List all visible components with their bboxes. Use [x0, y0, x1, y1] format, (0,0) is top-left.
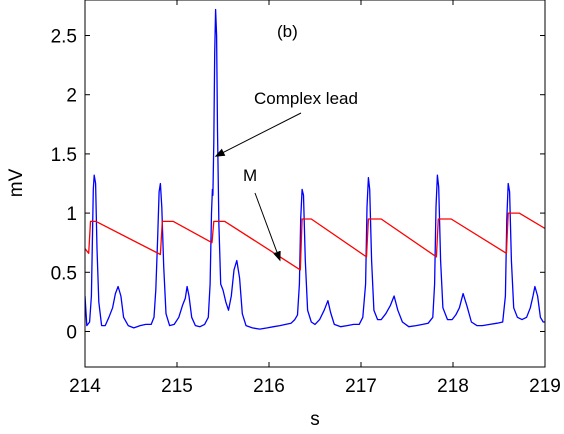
y-tick-label: 0 [66, 322, 77, 343]
x-tick-label: 218 [437, 376, 469, 397]
series-line-m [85, 212, 545, 271]
tick-layer: 214 215 216 217 218 219 0 0.5 1 1.5 2 2.5 [51, 0, 561, 397]
y-tick-label: 2 [66, 86, 77, 107]
annotation-label: M [243, 166, 257, 185]
annotation-arrow [214, 112, 302, 157]
y-tick-label: 1.5 [51, 145, 77, 166]
series-layer [85, 8, 545, 330]
annotation-label: Complex lead [254, 89, 358, 108]
x-tick-label: 217 [345, 376, 377, 397]
series-line-complex-lead [85, 8, 545, 330]
panel-label: (b) [277, 22, 298, 41]
x-tick-label: 215 [161, 376, 193, 397]
annotation-layer: Complex lead M [214, 89, 358, 262]
y-axis-label: mV [6, 168, 27, 197]
y-tick-label: 2.5 [51, 27, 77, 48]
x-axis-label: s [310, 409, 320, 430]
x-tick-label: 216 [253, 376, 285, 397]
annotation-arrow [254, 192, 281, 262]
y-tick-label: 0.5 [51, 263, 77, 284]
x-tick-label: 214 [69, 376, 101, 397]
plot-background [85, 0, 545, 367]
plot-frame [84, 0, 546, 368]
x-tick-label: 219 [529, 376, 561, 397]
y-tick-label: 1 [66, 204, 77, 225]
